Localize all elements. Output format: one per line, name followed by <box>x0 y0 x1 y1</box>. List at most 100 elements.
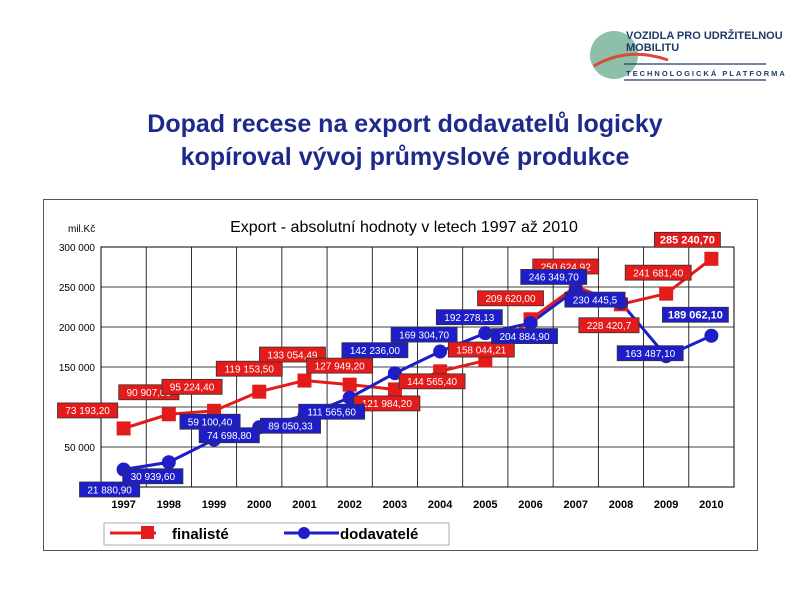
x-tick-label: 2010 <box>699 499 723 511</box>
data-label-box <box>161 378 223 395</box>
logo-line2: MOBILITU <box>626 42 680 54</box>
suppliers-data-label: 169 304,70 <box>390 326 458 343</box>
data-label-text: 121 984,20 <box>362 399 412 410</box>
data-label-text: 163 487,10 <box>625 349 675 360</box>
data-label-box <box>79 481 141 498</box>
data-label-box <box>435 309 503 326</box>
data-label-text: 133 054,49 <box>267 350 317 361</box>
finalists-data-label: 158 044,21 <box>447 341 515 358</box>
data-label-text: 30 939,60 <box>131 472 176 483</box>
data-label-text: 209 620,00 <box>486 294 536 305</box>
logo-line1: VOZIDLA PRO UDRŽITELNOU <box>626 30 783 42</box>
x-tick-label: 2003 <box>383 499 407 511</box>
legend-finalists-label: finalisté <box>172 526 229 543</box>
data-label-box <box>653 231 721 248</box>
legend-finalists-marker <box>141 526 154 539</box>
y-tick-label: 150 000 <box>59 363 96 374</box>
finalists-marker <box>659 286 674 301</box>
y-tick-label: 250 000 <box>59 283 96 294</box>
data-label-text: 228 420,7 <box>587 321 632 332</box>
data-label-box <box>661 306 729 323</box>
page-title: Dopad recese na export dodavatelů logick… <box>60 108 750 174</box>
suppliers-data-label: 111 565,60 <box>298 403 366 420</box>
data-label-text: 21 880,90 <box>87 485 132 496</box>
legend: finalisté dodavatelé <box>103 522 450 546</box>
legend-suppliers-marker <box>298 527 310 539</box>
export-chart: mil.Kč Export - absolutní hodnoty v lete… <box>57 219 735 546</box>
finalists-data-label: 73 193,20 <box>57 402 119 419</box>
data-label-box <box>477 290 544 307</box>
data-label-box <box>390 326 458 343</box>
data-label-text: 73 193,20 <box>65 406 110 417</box>
suppliers-data-label: 59 100,40 <box>179 413 241 430</box>
suppliers-data-label: 21 880,90 <box>79 481 141 498</box>
data-label-text: 158 044,21 <box>456 345 506 356</box>
finalists-data-label: 95 224,40 <box>161 378 223 395</box>
data-label-text: 90 907,00 <box>127 388 172 399</box>
data-label-text: 169 304,70 <box>399 330 449 341</box>
finalists-data-label: 209 620,00 <box>477 290 544 307</box>
x-tick-label: 2005 <box>473 499 497 511</box>
x-tick-label: 2007 <box>564 499 588 511</box>
data-label-box <box>520 269 588 285</box>
data-label-box <box>215 360 283 377</box>
data-label-box <box>341 342 409 359</box>
finalists-marker <box>297 373 312 388</box>
data-label-box <box>491 328 558 344</box>
x-tick-label: 2009 <box>654 499 678 511</box>
finalists-marker <box>704 251 719 266</box>
finalists-data-label: 144 565,40 <box>398 373 466 390</box>
data-label-text: 89 050,33 <box>268 422 313 433</box>
page-title-line1: Dopad recese na export dodavatelů logick… <box>147 110 663 138</box>
finalists-marker <box>342 377 357 392</box>
suppliers-data-label: 204 884,90 <box>491 328 558 344</box>
finalists-data-label: 241 681,40 <box>624 264 692 281</box>
legend-box <box>103 522 450 546</box>
data-label-box <box>306 357 374 374</box>
data-label-text: 189 062,10 <box>668 310 723 322</box>
x-axis: 1997 1998 1999 2000 2001 2002 2003 2004 2005 2006… <box>111 499 723 511</box>
suppliers-marker <box>387 366 402 381</box>
suppliers-data-label: 230 445,5 <box>564 291 626 308</box>
data-label-box <box>353 395 421 412</box>
data-label-text: 119 153,50 <box>225 364 275 375</box>
data-label-box <box>447 341 515 358</box>
data-label-box <box>624 264 692 281</box>
x-tick-label: 2002 <box>337 499 361 511</box>
finalists-data-label: 285 240,70 <box>653 231 721 248</box>
data-label-text: 250 624,92 <box>541 262 591 273</box>
data-label-text: 192 278,13 <box>444 313 494 324</box>
x-tick-label: 2000 <box>247 499 271 511</box>
suppliers-marker <box>433 344 448 359</box>
x-tick-label: 2008 <box>609 499 633 511</box>
y-tick-label: 200 000 <box>59 323 96 334</box>
suppliers-marker <box>523 316 538 331</box>
data-label-text: 246 349,70 <box>529 273 579 284</box>
x-tick-label: 1998 <box>157 499 181 511</box>
suppliers-marker <box>342 390 357 405</box>
data-label-box <box>578 317 640 334</box>
chart-frame: mil.Kč Export - absolutní hodnoty v lete… <box>43 199 758 551</box>
data-label-box <box>298 403 366 420</box>
x-tick-label: 2001 <box>292 499 316 511</box>
data-label-box <box>57 402 119 419</box>
x-tick-label: 1997 <box>111 499 135 511</box>
suppliers-data-label: 30 939,60 <box>122 468 184 485</box>
x-tick-label: 2006 <box>518 499 542 511</box>
suppliers-data-label: 89 050,33 <box>259 417 321 434</box>
data-label-text: 142 236,00 <box>350 346 400 357</box>
data-label-box <box>122 468 184 485</box>
suppliers-data-label: 189 062,10 <box>661 306 729 323</box>
finalists-marker <box>161 407 176 422</box>
suppliers-data-label: 163 487,10 <box>616 345 684 362</box>
suppliers-marker <box>478 326 493 341</box>
finalists-marker <box>252 384 267 399</box>
suppliers-marker <box>704 328 719 343</box>
chart-title: Export - absolutní hodnoty v letech 1997… <box>230 219 578 236</box>
suppliers-data-label: 246 349,70 <box>520 269 588 285</box>
finalists-data-label: 119 153,50 <box>215 360 283 377</box>
chart-unit-label: mil.Kč <box>68 224 95 235</box>
suppliers-data-label: 142 236,00 <box>341 342 409 359</box>
data-label-text: 204 884,90 <box>500 332 550 343</box>
